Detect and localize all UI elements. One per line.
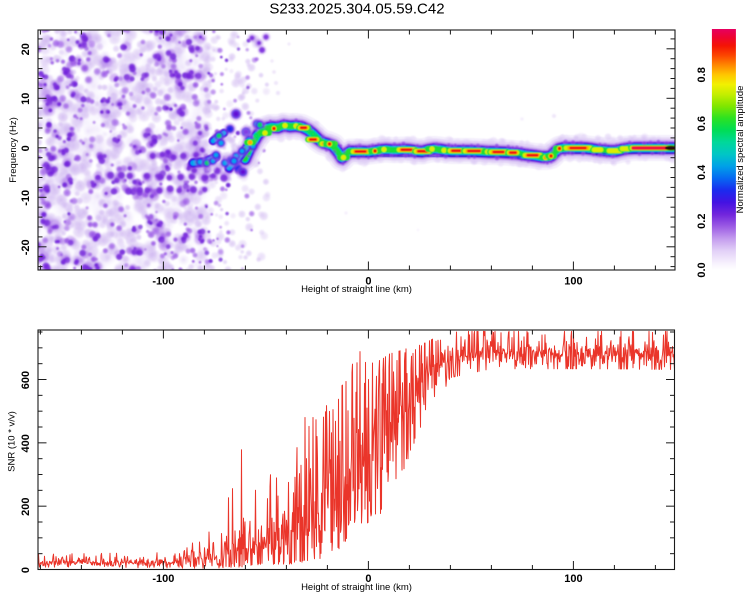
svg-text:100: 100 — [564, 276, 582, 288]
svg-text:600: 600 — [20, 371, 32, 389]
svg-text:0.4: 0.4 — [696, 164, 708, 180]
svg-text:-20: -20 — [20, 239, 32, 255]
svg-text:10: 10 — [20, 93, 32, 105]
svg-text:Normalized spectral amplitude: Normalized spectral amplitude — [735, 86, 746, 214]
svg-text:0.0: 0.0 — [696, 262, 708, 277]
svg-text:-100: -100 — [152, 573, 174, 585]
svg-text:SNR (10 * v/v): SNR (10 * v/v) — [7, 411, 18, 472]
svg-text:Height of straight line (km): Height of straight line (km) — [301, 582, 412, 593]
svg-text:0: 0 — [20, 567, 32, 573]
svg-text:100: 100 — [564, 573, 582, 585]
svg-text:-100: -100 — [152, 276, 174, 288]
svg-text:0: 0 — [365, 276, 371, 288]
svg-text:20: 20 — [20, 43, 32, 55]
svg-text:0: 0 — [20, 145, 32, 151]
svg-text:0.6: 0.6 — [696, 116, 708, 131]
svg-text:200: 200 — [20, 497, 32, 515]
svg-text:Frequency (Hz): Frequency (Hz) — [8, 117, 19, 182]
svg-text:S233.2025.304.05.59.C42: S233.2025.304.05.59.C42 — [269, 1, 444, 18]
svg-text:0: 0 — [365, 573, 371, 585]
svg-text:0.2: 0.2 — [696, 214, 708, 229]
svg-text:-10: -10 — [20, 190, 32, 206]
svg-text:400: 400 — [20, 434, 32, 452]
svg-text:Height of straight line (km): Height of straight line (km) — [301, 284, 412, 295]
svg-text:0.8: 0.8 — [696, 67, 708, 82]
